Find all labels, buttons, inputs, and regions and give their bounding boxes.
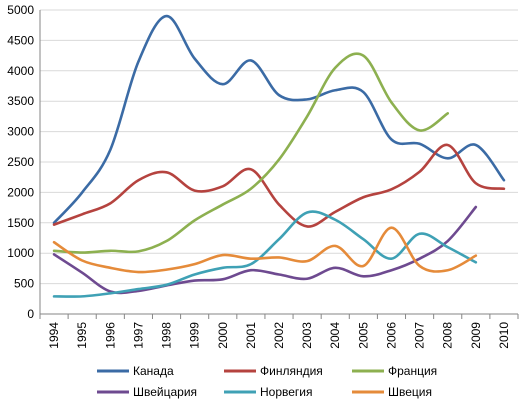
x-tick-label: 2008 bbox=[441, 322, 455, 349]
y-tick-label: 3000 bbox=[7, 125, 34, 139]
legend-label: Франция bbox=[388, 364, 437, 378]
x-tick-label: 2007 bbox=[413, 322, 427, 349]
x-tick-label: 2010 bbox=[497, 322, 511, 349]
x-tick-label: 1994 bbox=[47, 322, 61, 349]
legend-item: Финляндия bbox=[224, 364, 323, 378]
x-tick-label: 2005 bbox=[356, 322, 370, 349]
series-layer bbox=[52, 14, 506, 298]
series-line-Канада bbox=[52, 14, 506, 225]
x-tick-label: 1997 bbox=[131, 322, 145, 349]
x-tick-label: 2002 bbox=[272, 322, 286, 349]
legend-label: Канада bbox=[133, 364, 174, 378]
y-tick-label: 1500 bbox=[7, 216, 34, 230]
y-tick-label: 4500 bbox=[7, 33, 34, 47]
legend: Канада Финляндия Франция Швейцария Норвегия Ш… bbox=[97, 364, 437, 399]
y-tick-label: 1000 bbox=[7, 246, 34, 260]
legend-item: Швеция bbox=[352, 385, 432, 399]
series-line-Швеция bbox=[52, 226, 478, 274]
x-tick-label: 1999 bbox=[188, 322, 202, 349]
x-tick-label: 2004 bbox=[328, 322, 342, 349]
x-tick-label: 2009 bbox=[469, 322, 483, 349]
y-tick-label: 3500 bbox=[7, 94, 34, 108]
legend-label: Финляндия bbox=[260, 364, 323, 378]
legend-label: Норвегия bbox=[260, 385, 313, 399]
series-line-Финляндия bbox=[52, 143, 506, 228]
x-tick-label: 2001 bbox=[244, 322, 258, 349]
y-tick-label: 2000 bbox=[7, 185, 34, 199]
legend-label: Швейцария bbox=[133, 385, 197, 399]
y-tick-label: 4000 bbox=[7, 64, 34, 78]
legend-item: Канада bbox=[97, 364, 174, 378]
y-tick-label: 500 bbox=[14, 277, 34, 291]
y-tick-label: 0 bbox=[27, 307, 34, 321]
legend-item: Швейцария bbox=[97, 385, 197, 399]
series-line-Швейцария bbox=[52, 205, 478, 295]
y-tick-label: 5000 bbox=[7, 3, 34, 17]
legend-label: Швеция bbox=[388, 385, 432, 399]
series-line-Франция bbox=[52, 52, 450, 254]
x-tick-label: 2006 bbox=[384, 322, 398, 349]
x-tick-label: 1995 bbox=[75, 322, 89, 349]
grid-layer bbox=[40, 9, 518, 315]
x-tick-label: 2003 bbox=[300, 322, 314, 349]
legend-item: Норвегия bbox=[224, 385, 313, 399]
y-tick-label: 2500 bbox=[7, 155, 34, 169]
axis-layer: 0 500 1000 1500 2000 2500 3000 3500 4000 4500 5000… bbox=[7, 3, 519, 349]
x-tick-label: 1996 bbox=[103, 322, 117, 349]
x-tick-label: 1998 bbox=[160, 322, 174, 349]
x-tick-label: 2000 bbox=[216, 322, 230, 349]
legend-item: Франция bbox=[352, 364, 437, 378]
